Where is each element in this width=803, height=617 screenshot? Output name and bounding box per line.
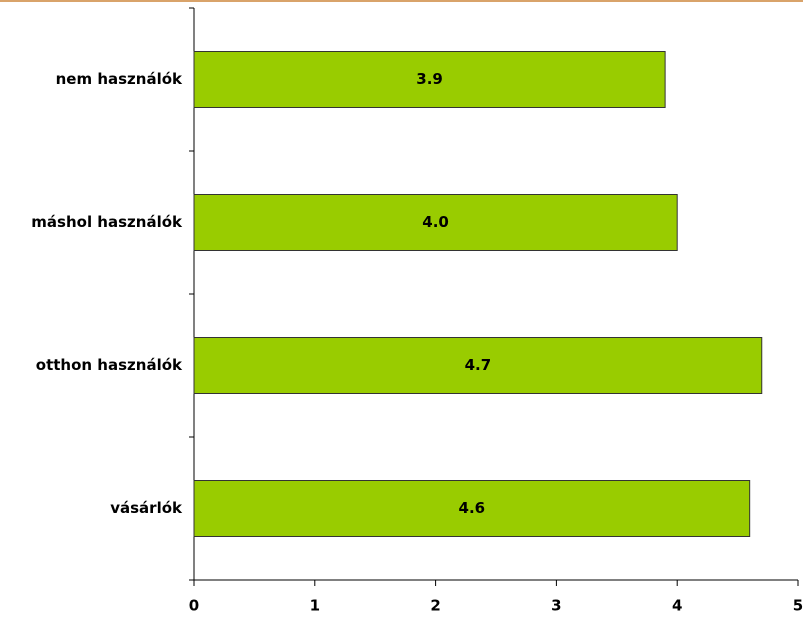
x-tick-label: 1 (310, 597, 320, 615)
data-label: 4.0 (422, 213, 449, 231)
x-tick-label: 4 (672, 597, 682, 615)
y-tick-label: máshol használók (31, 213, 183, 231)
y-tick-label: vásárlók (110, 499, 183, 517)
bar (193, 337, 763, 394)
y-tick-label: nem használók (56, 70, 183, 88)
data-label: 3.9 (416, 70, 443, 88)
bar (193, 51, 666, 108)
x-tick-label: 3 (551, 597, 561, 615)
x-tick-label: 2 (430, 597, 440, 615)
y-tick-label: otthon használók (36, 356, 183, 374)
bar (193, 194, 678, 251)
x-tick-label: 0 (189, 597, 199, 615)
data-label: 4.7 (465, 356, 492, 374)
x-tick-label: 5 (793, 597, 803, 615)
bar (193, 480, 751, 537)
data-label: 4.6 (459, 499, 486, 517)
